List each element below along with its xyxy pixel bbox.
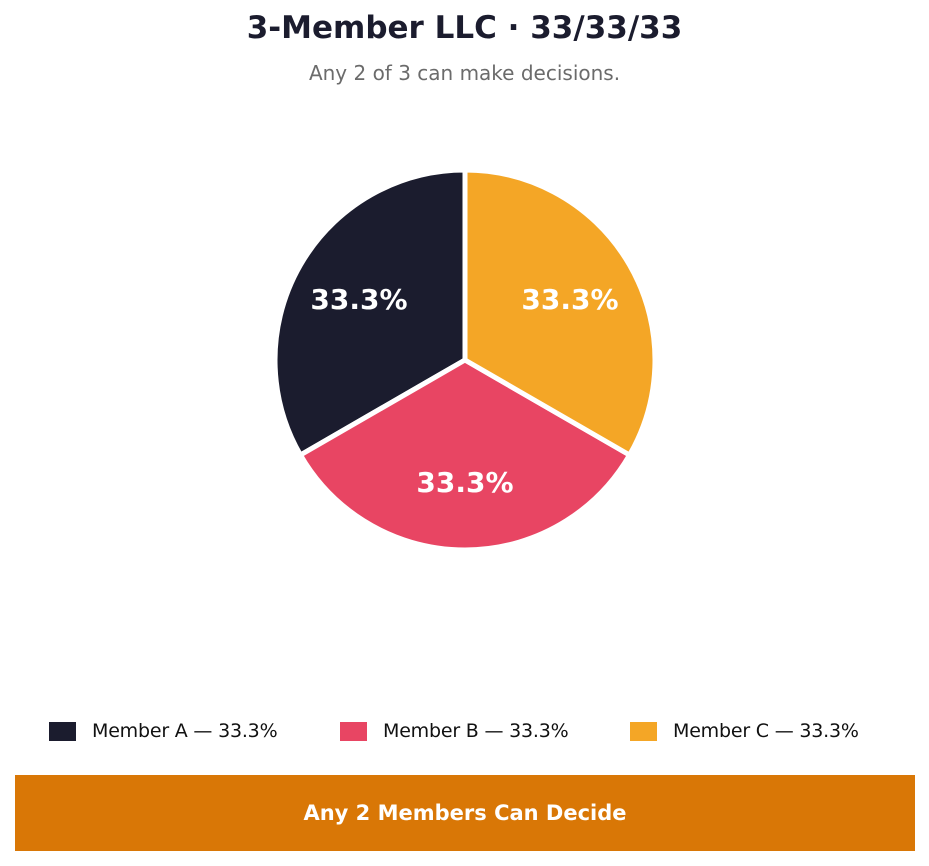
- legend-item-member-a: Member A — 33.3%: [49, 716, 278, 746]
- slice-label-member-c: 33.3%: [521, 283, 618, 316]
- legend-item-member-b: Member B — 33.3%: [340, 716, 569, 746]
- legend-label: Member A — 33.3%: [92, 720, 278, 742]
- legend-item-member-c: Member C — 33.3%: [630, 716, 859, 746]
- decision-banner: Any 2 Members Can Decide: [15, 775, 915, 851]
- pie-slice-member-b: [297, 357, 633, 553]
- slice-label-member-b: 33.3%: [416, 466, 513, 499]
- banner-text: Any 2 Members Can Decide: [303, 801, 627, 825]
- legend-label: Member B — 33.3%: [383, 720, 569, 742]
- legend-label: Member C — 33.3%: [673, 720, 859, 742]
- legend-swatch-member-b: [340, 721, 367, 741]
- slice-label-member-a: 33.3%: [310, 283, 407, 316]
- chart-subtitle: Any 2 of 3 can make decisions.: [308, 61, 621, 85]
- legend-swatch-member-a: [49, 721, 76, 741]
- chart-title: 3-Member LLC · 33/33/33: [246, 10, 683, 46]
- pie-slice-member-a: [272, 167, 468, 458]
- legend-swatch-member-c: [630, 721, 657, 741]
- pie-chart: 33.3% 33.3% 33.3%: [272, 167, 658, 553]
- pie-slice-member-c: [462, 167, 658, 458]
- chart-legend: Member A — 33.3% Member B — 33.3% Member…: [0, 716, 929, 750]
